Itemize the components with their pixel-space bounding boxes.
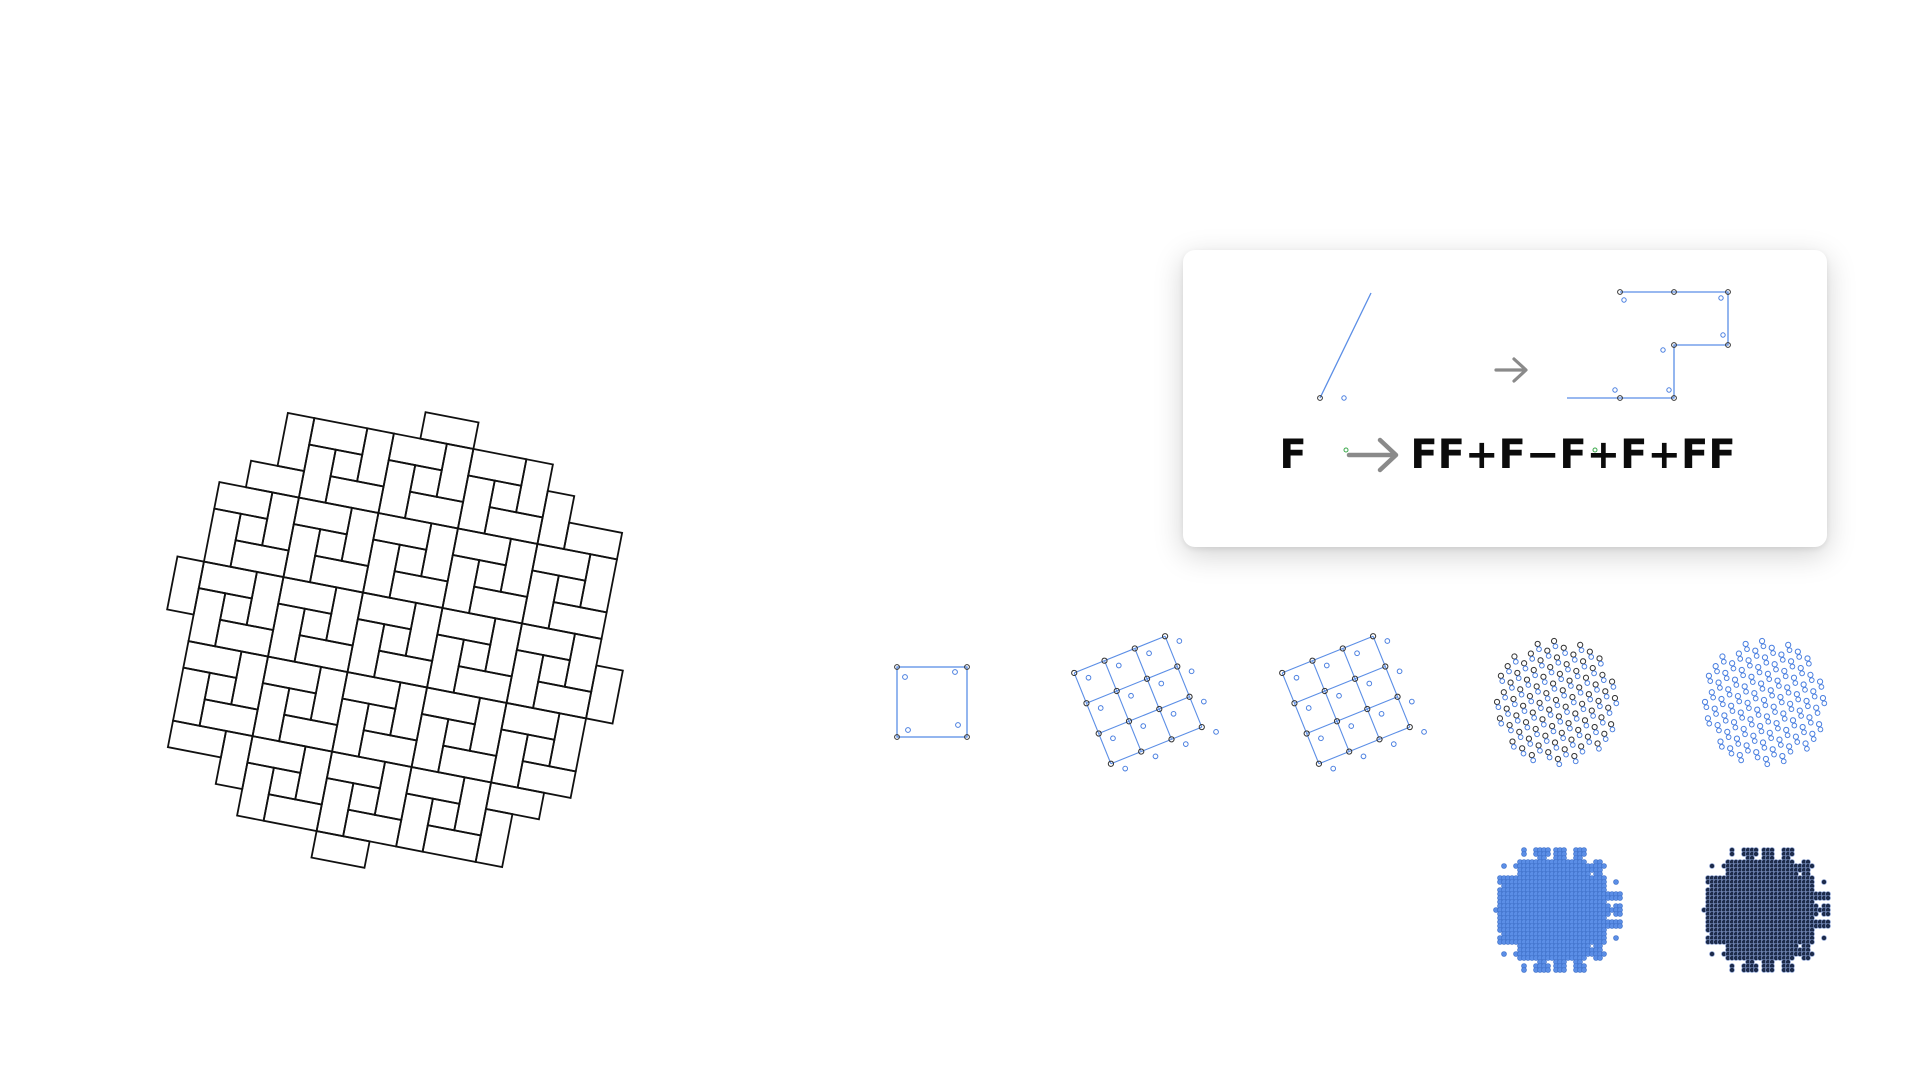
tiling-square [364, 704, 396, 736]
production-curve-line [1567, 292, 1728, 398]
tiling-square [300, 609, 332, 641]
tiling-brick [486, 782, 544, 819]
axiom-segment-diagram [1318, 293, 1371, 452]
tiling-square [220, 593, 252, 625]
production-rule-illustration: F FF+F−F+F+FF [1183, 250, 1827, 547]
iteration-7-thumbnail [1702, 848, 1831, 973]
rule-arrow-icon [1349, 440, 1396, 470]
tiling-brick [586, 665, 623, 723]
tiling-square [236, 514, 268, 546]
iteration-2-thumbnail [1071, 629, 1219, 776]
tiling-square [395, 545, 427, 577]
tiling-square [315, 529, 347, 561]
tiling-square [428, 799, 460, 831]
axiom-symbol: F [1279, 432, 1306, 478]
tiling-square [538, 655, 570, 687]
production-string: FF+F−F+F+FF [1410, 432, 1735, 478]
iteration-3-thumbnail [1279, 629, 1427, 776]
tiling-brick [311, 831, 369, 868]
tiling-square [554, 576, 586, 608]
l-system-tiling-pattern [126, 371, 664, 909]
iteration-5-thumbnail [1676, 614, 1853, 790]
tiling-square [523, 735, 555, 767]
tiling-brick [168, 721, 226, 758]
tiling-square [443, 719, 475, 751]
tiling-square [205, 673, 237, 705]
tiling-square [459, 640, 491, 672]
axiom-segment-line [1320, 293, 1371, 398]
tiling-square [379, 624, 411, 656]
tiling-square [490, 481, 522, 513]
transform-arrow-icon [1496, 359, 1526, 381]
production-rule-card: F FF+F−F+F+FF [1183, 250, 1827, 547]
tiling-brick [476, 809, 513, 867]
tiling-square [331, 450, 363, 482]
iteration-4-thumbnail [1468, 614, 1645, 790]
tiling-square [284, 688, 316, 720]
tiling-square [348, 783, 380, 815]
iteration-1-thumbnail [895, 665, 970, 740]
axiom-control-point [1342, 396, 1346, 400]
axiom-origin-point [1344, 448, 1348, 452]
tiling-square [474, 560, 506, 592]
production-curve-diagram [1567, 290, 1730, 452]
tiling-square [269, 768, 301, 800]
iteration-6-thumbnail [1494, 848, 1623, 973]
tiling-brick [537, 491, 574, 549]
tiling-square [410, 465, 442, 497]
